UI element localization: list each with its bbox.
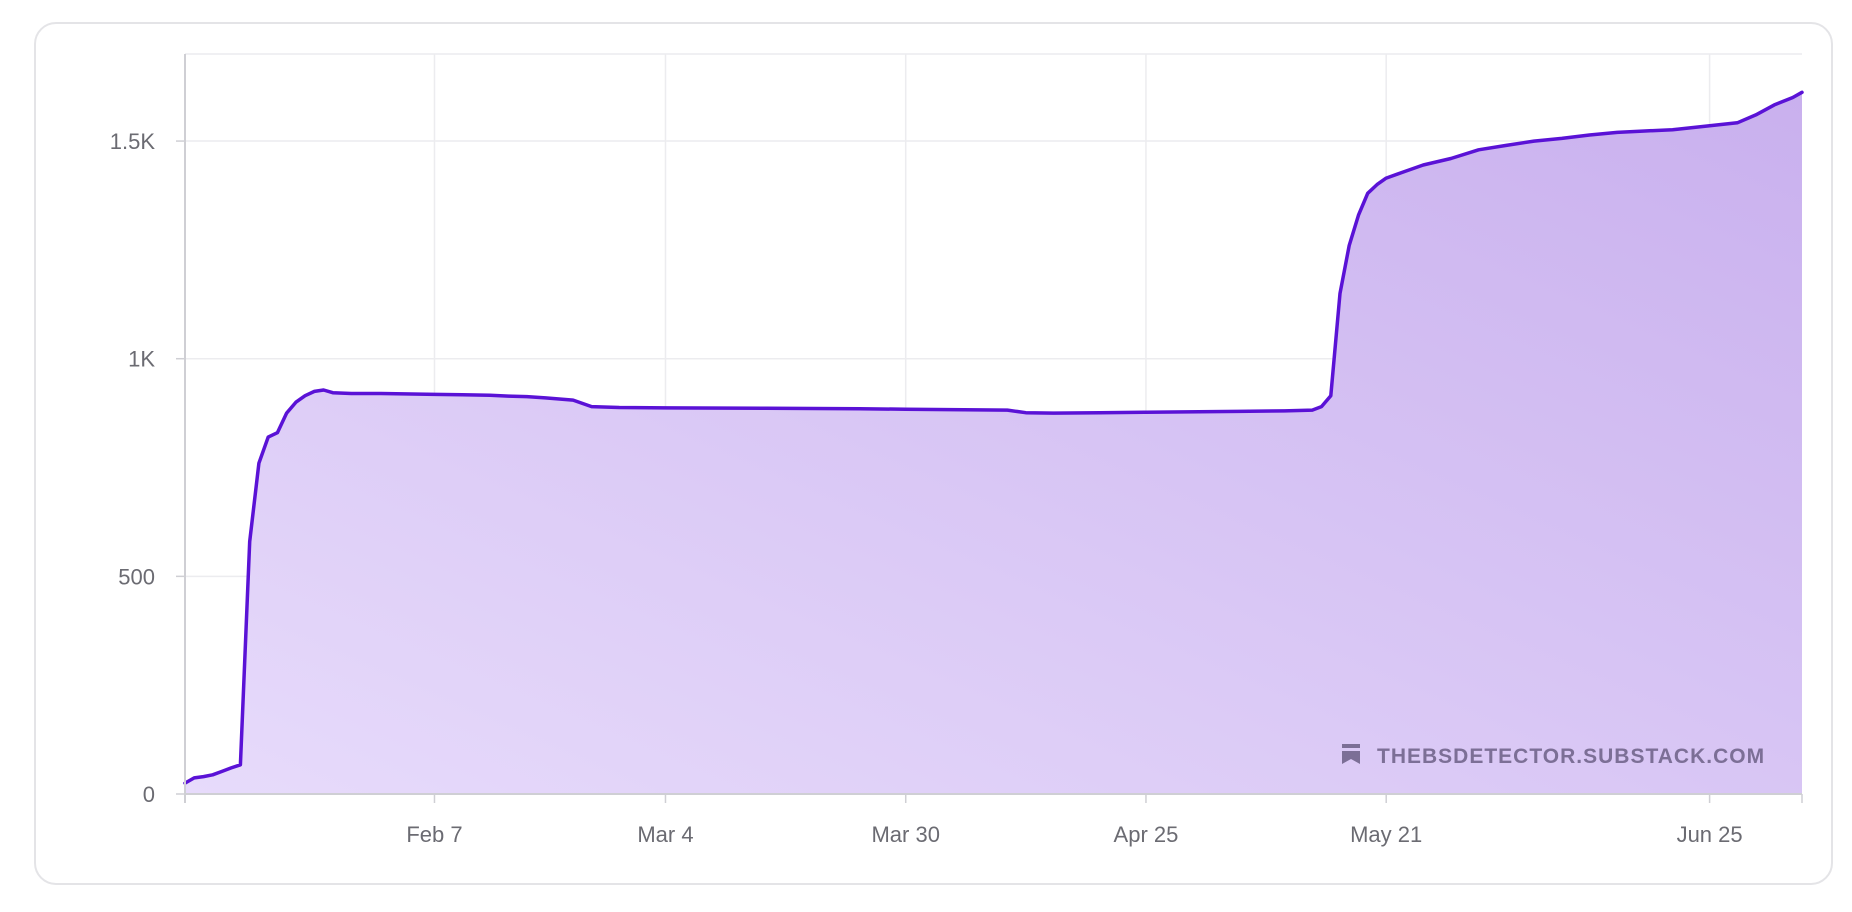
- x-tick-label: Mar 30: [871, 822, 939, 847]
- x-tick-label: May 21: [1350, 822, 1422, 847]
- area-series: [183, 90, 1804, 795]
- y-tick-label: 500: [118, 564, 155, 589]
- x-tick-label: Mar 4: [637, 822, 693, 847]
- series-line: [183, 90, 1804, 785]
- series-area-fill: [185, 92, 1802, 795]
- bookmark-icon: [1342, 744, 1360, 764]
- watermark-text: THEBSDETECTOR.SUBSTACK.COM: [1377, 745, 1765, 768]
- y-tick-label: 0: [143, 782, 155, 807]
- x-tick-label: Apr 25: [1114, 822, 1179, 847]
- y-tick-label: 1.5K: [110, 129, 156, 154]
- y-tick-label: 1K: [128, 347, 155, 372]
- axes: [176, 54, 1803, 803]
- x-tick-label: Feb 7: [406, 822, 462, 847]
- watermark: THEBSDETECTOR.SUBSTACK.COM: [1342, 744, 1765, 768]
- tick-labels: 0 500 1K 1.5K Feb 7 Mar 4 Mar 30 Apr 25 May 21 Ju…: [110, 129, 1743, 847]
- x-tick-label: Jun 25: [1677, 822, 1743, 847]
